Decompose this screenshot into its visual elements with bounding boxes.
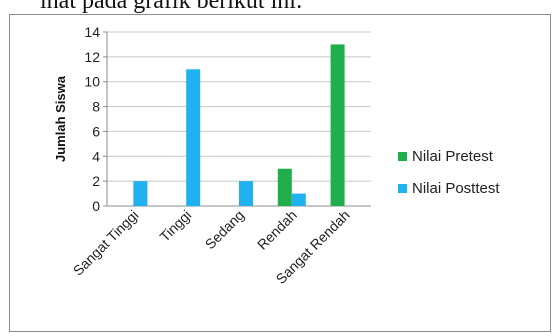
y-tick-label: 10 bbox=[84, 74, 100, 90]
y-tick-label: 2 bbox=[92, 173, 100, 189]
legend: Nilai Pretest Nilai Posttest bbox=[398, 148, 500, 197]
bar-nilai-posttest-tinggi bbox=[186, 69, 201, 207]
x-category-label: Sangat Tinggi bbox=[70, 207, 142, 279]
bar-nilai-pretest-rendah bbox=[277, 168, 292, 206]
legend-swatch bbox=[398, 184, 407, 193]
y-axis-ticks: 0 2 4 6 8 10 12 14 bbox=[84, 24, 107, 214]
x-category-label: Sedang bbox=[202, 207, 247, 252]
bar-nilai-posttest-sedang bbox=[239, 181, 253, 206]
bars bbox=[133, 44, 345, 207]
y-axis-title: Jumlah Siswa bbox=[53, 75, 68, 162]
y-tick-label: 0 bbox=[92, 198, 100, 214]
bar-nilai-posttest-sangat-tinggi bbox=[133, 181, 148, 206]
x-category-label: Tinggi bbox=[156, 207, 194, 245]
y-tick-label: 14 bbox=[84, 24, 100, 40]
y-tick-label: 6 bbox=[92, 123, 100, 139]
y-tick-label: 12 bbox=[84, 49, 100, 65]
chart-frame: 0 2 4 6 8 10 12 14 Sangat Tinggi Tinggi Sedang Ren… bbox=[9, 14, 551, 332]
gridlines bbox=[107, 31, 371, 182]
legend-label: Nilai Pretest bbox=[412, 148, 494, 165]
bar-nilai-pretest-sangat-rendah bbox=[330, 44, 345, 206]
page-caption: ihat pada grafik berikut ini: bbox=[40, 0, 303, 14]
x-category-label: Rendah bbox=[254, 207, 300, 253]
y-tick-label: 8 bbox=[92, 99, 100, 115]
legend-swatch bbox=[398, 152, 407, 161]
y-tick-label: 4 bbox=[92, 148, 100, 164]
legend-label: Nilai Posttest bbox=[412, 180, 500, 197]
bar-chart: 0 2 4 6 8 10 12 14 Sangat Tinggi Tinggi Sedang Ren… bbox=[53, 24, 500, 287]
bar-nilai-posttest-rendah bbox=[291, 193, 306, 206]
